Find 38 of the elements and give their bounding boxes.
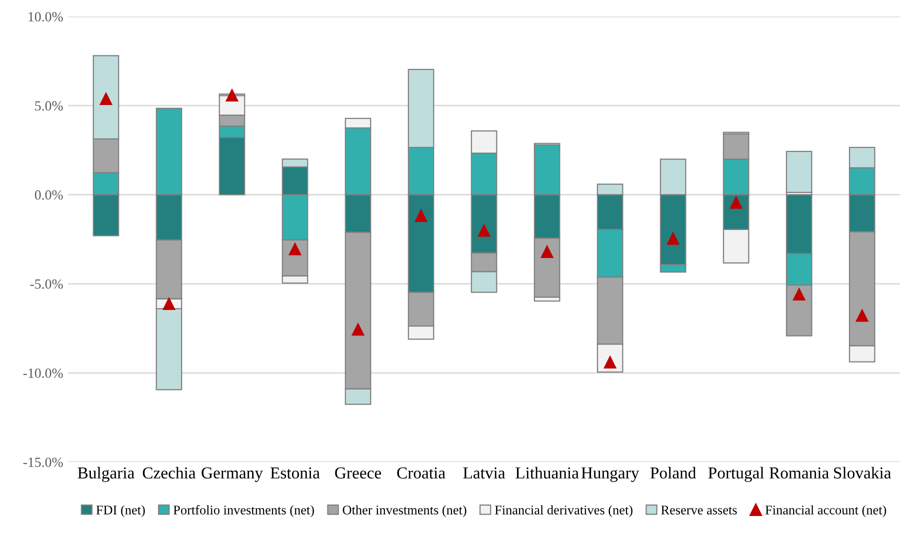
x-tick-label: Portugal	[708, 466, 764, 482]
legend-label: Financial account (net)	[765, 505, 886, 518]
point	[414, 208, 428, 222]
x-tick-label: Greece	[335, 467, 382, 479]
point	[351, 322, 365, 336]
y-tick-label: -15.0%	[23, 458, 63, 468]
y-tick-label: -10.0%	[23, 368, 63, 378]
x-tick-label: Poland	[650, 466, 696, 479]
point	[99, 92, 113, 106]
legend-label: Portfolio investments (net)	[173, 505, 314, 518]
point	[225, 88, 239, 102]
x-tick-label: Hungary	[581, 467, 640, 482]
legend-label: Reserve assets	[661, 506, 737, 514]
point	[856, 308, 869, 322]
x-tick-label: Latvia	[463, 467, 506, 479]
x-tick-label: Lithuania	[516, 466, 579, 479]
y-tick-label: 5.0%	[35, 101, 63, 111]
legend-label: FDI (net)	[96, 505, 145, 518]
x-tick-label: Croatia	[397, 467, 446, 479]
legend-label: Financial derivatives (net)	[494, 505, 632, 518]
point	[162, 296, 176, 310]
legend-label: Other investments (net)	[342, 505, 466, 518]
x-tick-label: Czechia	[142, 466, 196, 479]
y-tick-label: 0.0%	[34, 190, 63, 200]
point	[792, 287, 806, 301]
bar	[786, 150, 812, 193]
y-tick-label: -5.0%	[30, 279, 63, 289]
point	[540, 244, 554, 258]
point	[729, 196, 743, 209]
x-tick-label: Germany	[202, 467, 263, 482]
x-tick-label: Slovakia	[834, 466, 892, 479]
x-tick-label: Bulgaria	[78, 466, 134, 482]
x-tick-label: Romania	[769, 467, 829, 479]
point	[666, 232, 680, 245]
point	[477, 224, 491, 237]
x-tick-label: Estonia	[270, 467, 320, 479]
point	[288, 242, 302, 256]
y-tick-label: 10.0%	[28, 12, 63, 22]
